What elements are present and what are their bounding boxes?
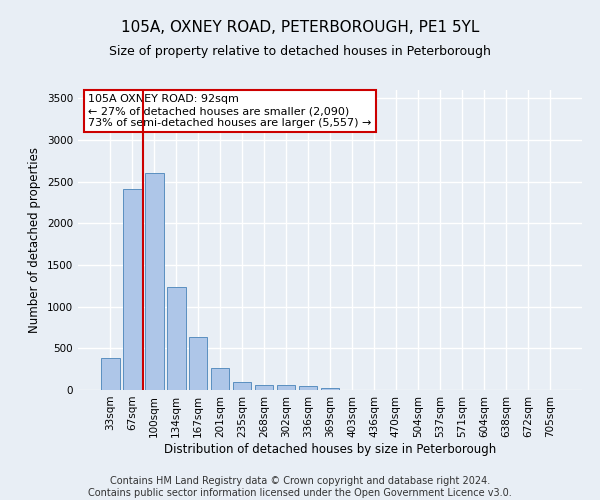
Y-axis label: Number of detached properties: Number of detached properties: [28, 147, 41, 333]
Bar: [101, 358, 119, 390]
Bar: [277, 386, 295, 390]
Bar: [233, 382, 251, 390]
Bar: [211, 368, 229, 390]
Bar: [320, 388, 340, 390]
X-axis label: Distribution of detached houses by size in Peterborough: Distribution of detached houses by size …: [164, 442, 496, 456]
Text: 105A OXNEY ROAD: 92sqm
← 27% of detached houses are smaller (2,090)
73% of semi-: 105A OXNEY ROAD: 92sqm ← 27% of detached…: [88, 94, 371, 128]
Bar: [299, 386, 317, 390]
Bar: [167, 286, 185, 390]
Bar: [145, 174, 164, 390]
Bar: [189, 336, 208, 390]
Text: 105A, OXNEY ROAD, PETERBOROUGH, PE1 5YL: 105A, OXNEY ROAD, PETERBOROUGH, PE1 5YL: [121, 20, 479, 35]
Bar: [255, 385, 274, 390]
Text: Size of property relative to detached houses in Peterborough: Size of property relative to detached ho…: [109, 45, 491, 58]
Text: Contains HM Land Registry data © Crown copyright and database right 2024.
Contai: Contains HM Land Registry data © Crown c…: [88, 476, 512, 498]
Bar: [123, 189, 142, 390]
